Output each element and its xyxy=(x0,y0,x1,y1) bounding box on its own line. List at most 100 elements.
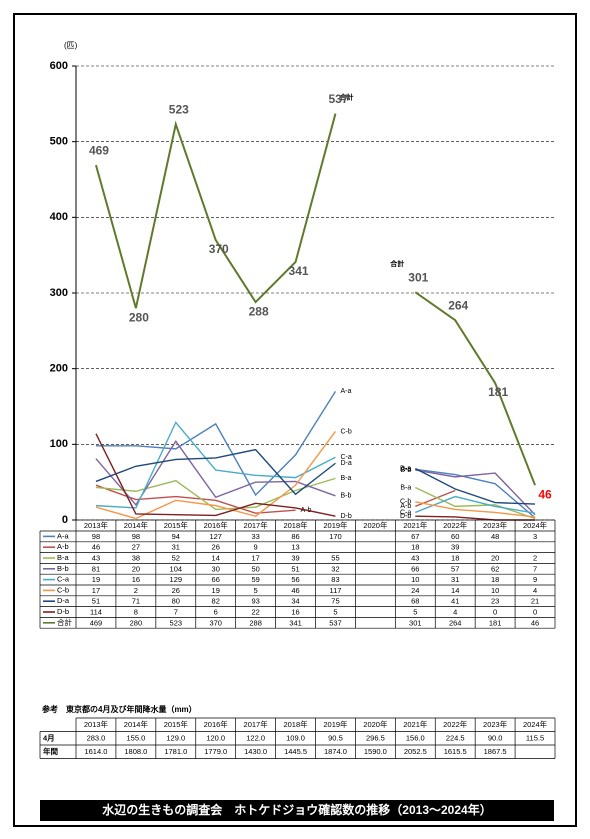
table-value: 51 xyxy=(291,564,299,573)
legend-label: C-a xyxy=(57,575,70,584)
legend-label: B-b xyxy=(57,564,69,573)
legend-label: D-a xyxy=(57,596,70,605)
table-value: 0 xyxy=(493,607,497,616)
ref-header: 2022年 xyxy=(443,719,468,729)
value-label: 537 xyxy=(328,92,348,106)
table-value: 39 xyxy=(451,543,459,552)
table-value: 2 xyxy=(533,553,537,562)
legend-label: B-a xyxy=(57,553,70,562)
series-line xyxy=(415,495,536,514)
x-tick-label: 2017年 xyxy=(244,520,269,530)
table-value: 82 xyxy=(212,597,220,606)
ref-row-label: 4月 xyxy=(43,734,55,743)
table-value: 264 xyxy=(449,618,462,627)
ref-header: 2014年 xyxy=(124,719,149,729)
value-label: 301 xyxy=(408,270,428,284)
table-value: 86 xyxy=(291,532,299,541)
ref-header: 2024年 xyxy=(523,719,548,729)
x-tick-label: 2020年 xyxy=(363,520,388,530)
ref-header: 2019年 xyxy=(323,719,348,729)
table-value: 66 xyxy=(212,575,220,584)
table-value: 32 xyxy=(331,564,339,573)
series-line xyxy=(414,467,536,505)
table-value: 59 xyxy=(251,575,259,584)
table-value: 18 xyxy=(491,575,499,584)
x-tick-label: 2015年 xyxy=(164,520,189,530)
table-value: 17 xyxy=(92,586,100,595)
table-value: 57 xyxy=(451,564,459,573)
ref-value: 1614.0 xyxy=(84,747,107,756)
table-value: 31 xyxy=(172,543,180,552)
series-label: C-a xyxy=(340,454,351,461)
table-value: 34 xyxy=(291,597,299,606)
ref-row-label: 年間 xyxy=(43,746,58,756)
table-value: 75 xyxy=(331,597,339,606)
x-tick-label: 2013年 xyxy=(84,520,109,530)
table-value: 50 xyxy=(251,564,259,573)
ref-value: 283.0 xyxy=(87,734,106,743)
ref-value: 224.5 xyxy=(446,734,465,743)
value-label: 181 xyxy=(488,385,508,399)
series-label: A-a xyxy=(400,466,411,473)
series-line xyxy=(414,486,536,520)
table-value: 7 xyxy=(533,564,537,573)
table-value: 56 xyxy=(291,575,299,584)
table-value: 117 xyxy=(329,586,341,595)
series-line xyxy=(94,113,337,309)
table-value: 370 xyxy=(209,618,222,627)
series-label: B-a xyxy=(340,475,351,482)
value-label: 280 xyxy=(129,310,149,324)
x-tick-label: 2018年 xyxy=(283,520,308,530)
table-value: 5 xyxy=(413,607,417,616)
ref-value: 115.5 xyxy=(526,734,544,743)
table-value: 19 xyxy=(92,575,100,584)
table-value: 98 xyxy=(132,532,140,541)
series-line xyxy=(95,440,336,507)
x-tick-label: 2019年 xyxy=(323,520,348,530)
table-value: 469 xyxy=(90,618,103,627)
table-value: 41 xyxy=(451,597,459,606)
table-value: 8 xyxy=(134,607,138,616)
table-value: 288 xyxy=(249,618,262,627)
series-label: B-b xyxy=(400,467,411,474)
frame xyxy=(13,13,577,827)
series-line xyxy=(95,390,337,497)
value-label: 288 xyxy=(249,304,269,318)
table-value: 2 xyxy=(134,586,138,595)
series-label: D-b xyxy=(340,513,351,520)
table-value: 0 xyxy=(533,607,537,616)
y-unit: (匹) xyxy=(64,41,78,50)
y-tick-label: 100 xyxy=(50,438,68,450)
table-value: 39 xyxy=(291,553,299,562)
table-value: 81 xyxy=(92,564,100,573)
table-value: 60 xyxy=(451,532,459,541)
legend-label: A-b xyxy=(57,542,69,551)
table-value: 18 xyxy=(411,543,419,552)
y-tick-label: 400 xyxy=(50,211,68,223)
series-line xyxy=(415,501,536,518)
ref-value: 120.0 xyxy=(206,734,225,743)
series-line xyxy=(95,431,337,520)
ref-value: 1874.0 xyxy=(324,747,347,756)
value-label: 341 xyxy=(289,264,309,278)
ref-value: 1781.0 xyxy=(164,747,187,756)
table-value: 30 xyxy=(212,564,220,573)
footer: 水辺の生きもの調査会 ホトケドジョウ確認数の推移（2013～2024年） xyxy=(102,802,491,817)
ref-value: 1867.5 xyxy=(484,747,507,756)
table-value: 114 xyxy=(90,607,102,616)
footer-bar xyxy=(40,800,554,821)
table-value: 127 xyxy=(209,532,222,541)
table-value: 181 xyxy=(489,618,502,627)
table-value: 55 xyxy=(331,553,339,562)
ref-value: 2052.5 xyxy=(404,747,427,756)
ref-value: 156.0 xyxy=(406,734,425,743)
series-line xyxy=(415,468,536,519)
series-label: A-b xyxy=(400,503,411,510)
legend-label: A-a xyxy=(57,531,70,540)
table-value: 52 xyxy=(172,553,180,562)
table-value: 22 xyxy=(251,607,259,616)
legend-label: D-b xyxy=(57,607,69,616)
table-value: 4 xyxy=(533,586,537,595)
ref-header: 2021年 xyxy=(403,719,428,729)
series-label: B-b xyxy=(340,493,351,500)
